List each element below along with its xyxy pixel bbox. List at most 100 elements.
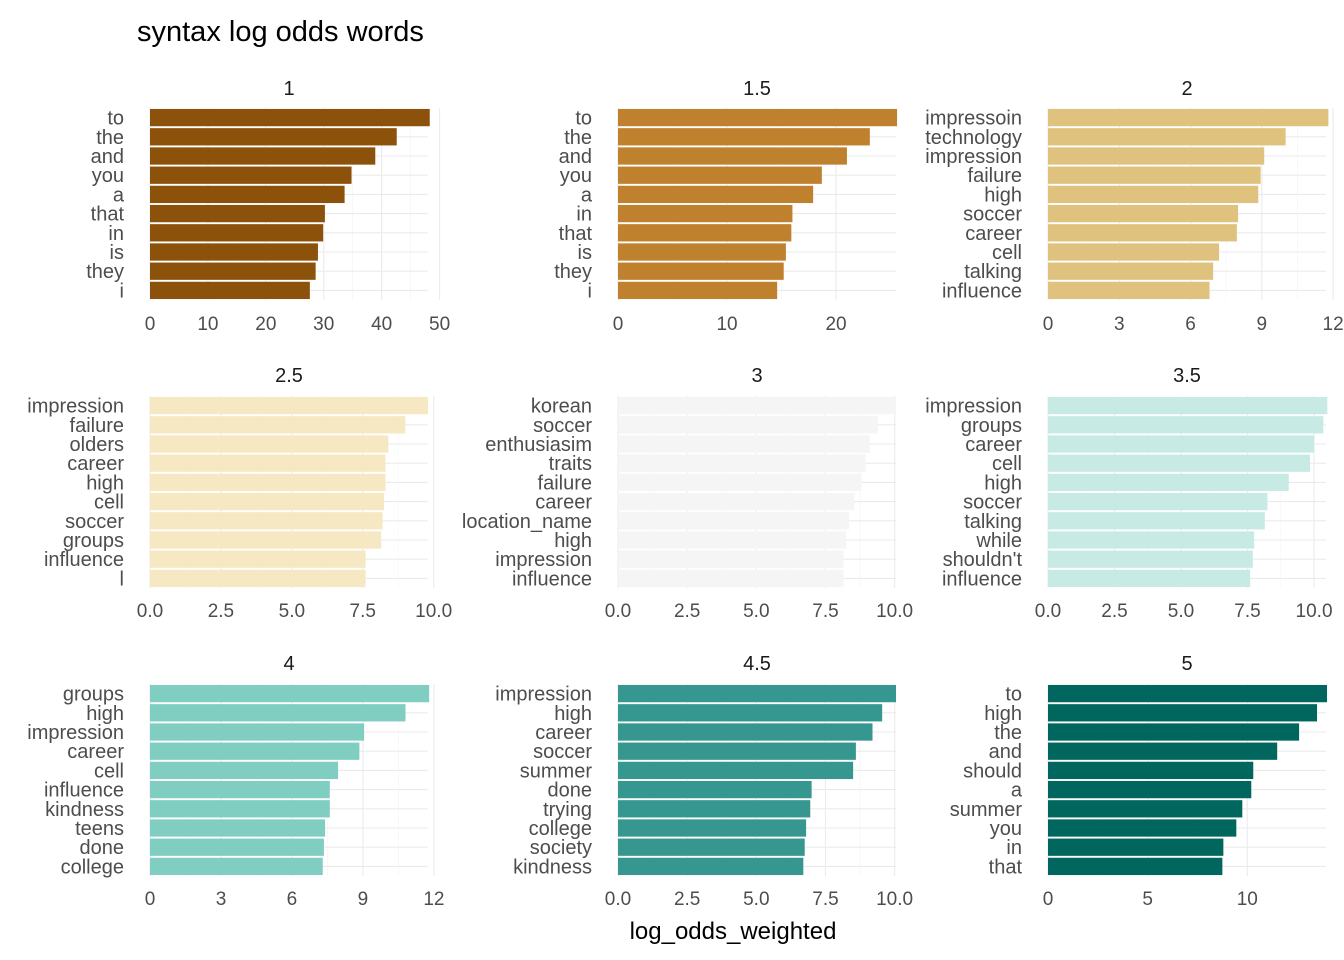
y-category-label: impression (495, 684, 592, 706)
x-tick-label: 0 (145, 889, 156, 910)
y-category-label: influence (44, 549, 124, 571)
y-category-label: high (984, 184, 1022, 206)
bar-3.5-impression (1048, 396, 1328, 415)
y-category-label: cell (992, 453, 1022, 475)
y-category-label: cell (94, 760, 124, 782)
y-category-label: is (578, 242, 592, 264)
x-tick-label: 0.0 (137, 601, 163, 622)
y-category-label: groups (63, 684, 124, 706)
y-category-label: you (990, 818, 1022, 840)
x-tick-label: 2.5 (208, 601, 234, 622)
bar-1-is (150, 243, 318, 261)
bar-5-you (1048, 819, 1237, 837)
y-category-label: failure (538, 472, 592, 494)
y-category-label: korean (531, 396, 592, 418)
y-category-label: career (67, 453, 124, 475)
bar-4.5-impression (618, 684, 896, 703)
x-tick-label: 0 (145, 314, 156, 335)
y-category-label: and (91, 146, 124, 168)
bar-2-career (1048, 224, 1237, 242)
x-tick-label: 7.5 (812, 601, 838, 622)
bar-2-failure (1048, 166, 1261, 184)
x-tick-label: 2.5 (674, 889, 700, 910)
bar-5-to (1048, 684, 1327, 703)
x-tick-label: 30 (313, 314, 334, 335)
x-tick-label: 10.0 (876, 889, 913, 910)
y-category-label: career (965, 434, 1022, 456)
y-category-label: the (994, 722, 1022, 744)
y-category-label: failure (968, 165, 1022, 187)
bar-1.5-and (618, 147, 847, 165)
x-tick-label: 10 (197, 314, 218, 335)
x-tick-label: 9 (358, 889, 369, 910)
y-category-label: and (989, 741, 1022, 763)
bar-4.5-college (618, 819, 807, 837)
y-category-label: to (575, 108, 592, 130)
y-category-label: high (984, 472, 1022, 494)
x-tick-label: 10.0 (415, 601, 452, 622)
x-tick-label: 3 (1114, 314, 1125, 335)
y-category-label: kindness (45, 799, 124, 821)
y-category-label: influence (942, 568, 1022, 590)
bar-4.5-summer (618, 761, 854, 780)
bar-5-in (1048, 838, 1224, 856)
facet-strip-label: 2 (1181, 78, 1192, 100)
bar-2-impressoin (1048, 108, 1329, 127)
bar-5-that (1048, 857, 1223, 876)
bar-2.5-influence (150, 550, 366, 568)
x-tick-label: 0 (1043, 889, 1054, 910)
y-category-label: done (548, 780, 593, 802)
y-category-label: i (120, 280, 124, 302)
bar-5-should (1048, 761, 1254, 780)
y-category-label: influence (942, 280, 1022, 302)
y-category-label: influence (44, 780, 124, 802)
bar-2.5-olders (150, 435, 389, 453)
y-category-label: they (86, 261, 124, 283)
y-category-label: teens (75, 818, 124, 840)
y-category-label: done (80, 837, 125, 859)
bar-1.5-in (618, 204, 793, 223)
y-category-label: career (535, 722, 592, 744)
bar-2.5-career (150, 454, 386, 472)
bar-1-you (150, 166, 352, 184)
bar-5-high (1048, 704, 1318, 722)
x-tick-label: 2.5 (1101, 601, 1127, 622)
bar-1.5-the (618, 128, 870, 146)
facet-strip-label: 3.5 (1173, 365, 1201, 387)
bar-1-the (150, 128, 397, 146)
y-category-label: to (107, 108, 124, 130)
bar-1-a (150, 185, 345, 204)
x-tick-label: 10 (716, 314, 737, 335)
y-category-label: college (529, 818, 592, 840)
bar-4-influence (150, 780, 330, 799)
y-category-label: a (581, 184, 593, 206)
y-category-label: olders (70, 434, 124, 456)
x-tick-label: 0.0 (605, 601, 631, 622)
x-tick-label: 2.5 (674, 601, 700, 622)
facet-panel-4: 0 3 6 9 12 groupshighimpressioncareercellinfl… (27, 653, 444, 910)
bar-2-impression (1048, 147, 1265, 165)
facet-strip-label: 5 (1181, 653, 1192, 675)
y-category-label: soccer (533, 741, 592, 763)
bar-1-they (150, 262, 316, 280)
y-category-label: cell (992, 242, 1022, 264)
y-category-label: career (67, 741, 124, 763)
y-category-label: while (975, 530, 1022, 552)
y-category-label: the (564, 127, 592, 149)
y-category-label: impression (495, 549, 592, 571)
bar-3-korean (618, 396, 896, 415)
x-tick-label: 0 (613, 314, 624, 335)
bar-1-to (150, 108, 430, 127)
y-category-label: traits (549, 453, 592, 475)
y-category-label: technology (925, 127, 1022, 149)
x-tick-label: 20 (825, 314, 846, 335)
y-category-label: summer (950, 799, 1023, 821)
bar-2-soccer (1048, 204, 1239, 223)
x-tick-label: 0 (1043, 314, 1054, 335)
x-tick-label: 20 (255, 314, 276, 335)
y-category-label: a (1011, 780, 1023, 802)
x-tick-label: 10 (1237, 889, 1258, 910)
x-tick-label: 10.0 (876, 601, 913, 622)
x-tick-label: 7.5 (812, 889, 838, 910)
